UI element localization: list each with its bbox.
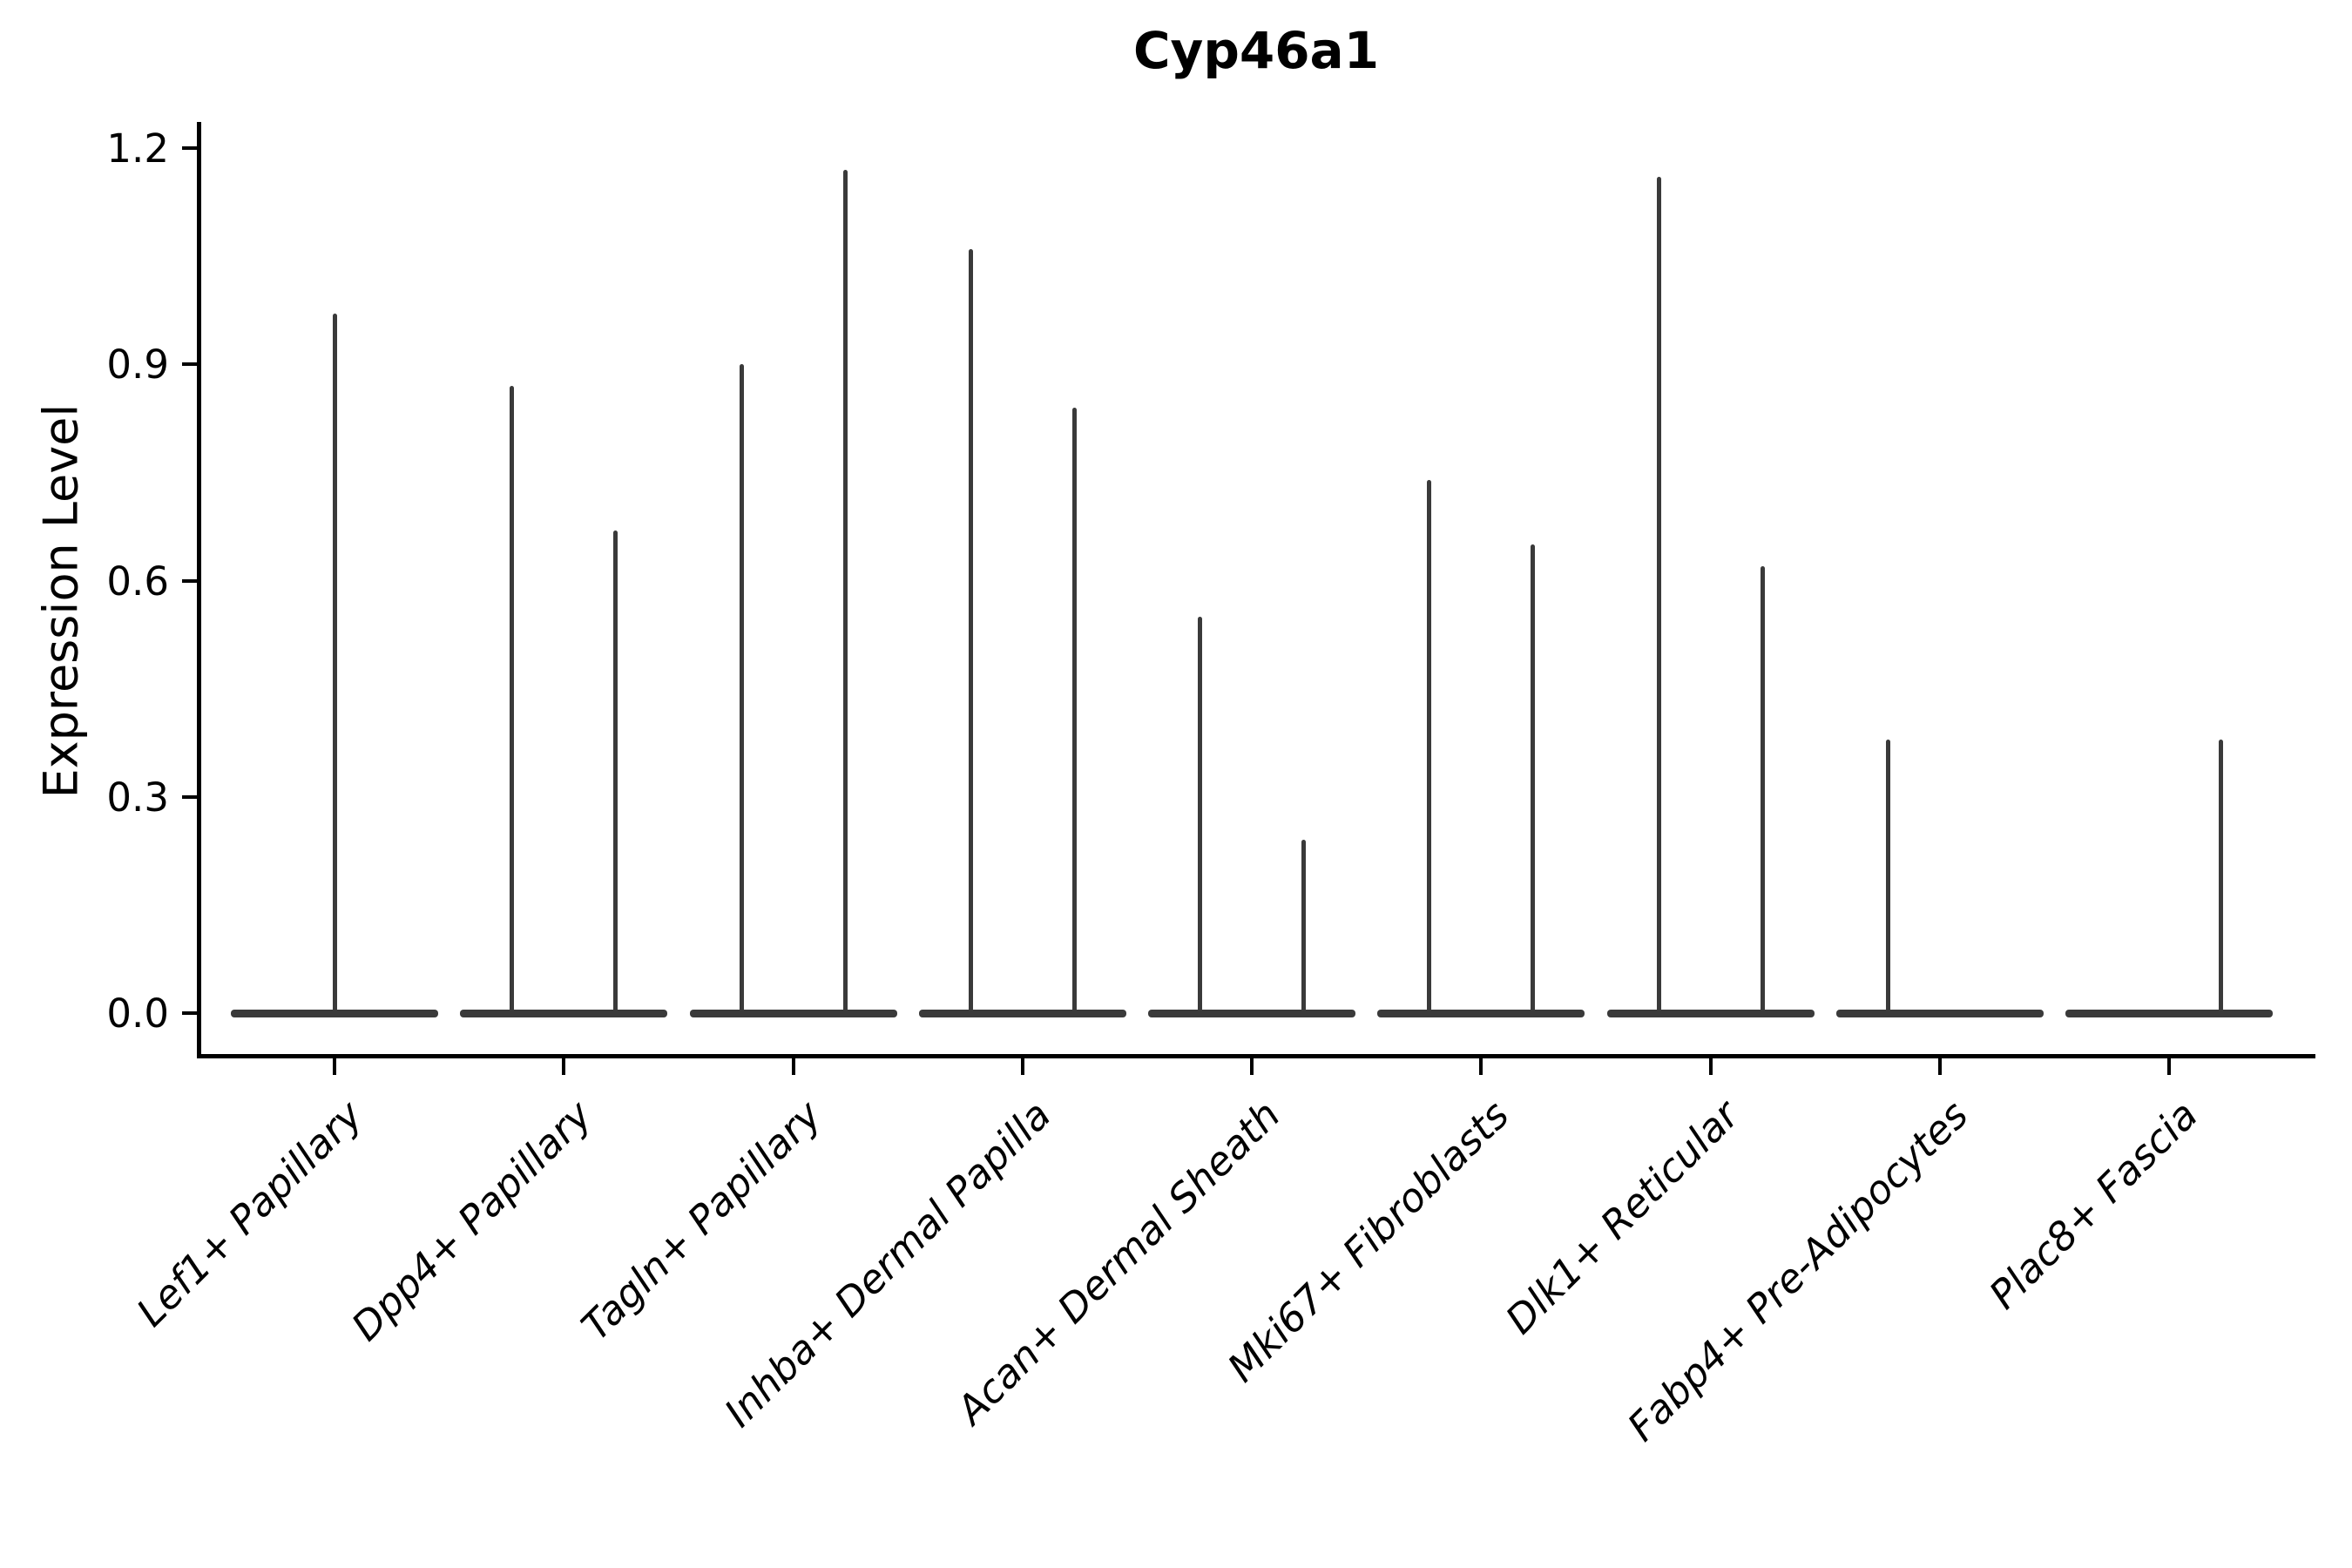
violin-spike (613, 530, 618, 1015)
x-tick-mark (791, 1058, 795, 1075)
y-tick-label: 0.9 (106, 341, 169, 389)
x-tick-mark (1937, 1058, 1942, 1075)
x-tick-mark (1708, 1058, 1713, 1075)
y-tick-mark (182, 1011, 197, 1015)
x-tick-label: Lef1+ Papillary (127, 1092, 372, 1335)
violin-base (1835, 1010, 2044, 1017)
violin-spike (2219, 739, 2223, 1015)
x-tick-mark (1250, 1058, 1254, 1075)
x-tick-label: Tagln+ Papillary (572, 1092, 831, 1350)
y-tick-label: 0.3 (106, 774, 169, 821)
violin-spike (1531, 544, 1536, 1015)
violin-spike (510, 386, 515, 1015)
y-axis-spine (197, 122, 201, 1058)
x-axis-spine (197, 1054, 2315, 1058)
x-tick-mark (562, 1058, 566, 1075)
violin-base (689, 1010, 897, 1017)
x-tick-mark (333, 1058, 336, 1075)
chart-title: Cyp46a1 (1132, 21, 1380, 80)
violin-spike (332, 314, 337, 1015)
x-tick-label: Plac8+ Fascia (1979, 1092, 2207, 1318)
y-tick-mark (182, 146, 197, 150)
y-tick-mark (182, 794, 197, 799)
violin-spike (1198, 616, 1202, 1015)
violin-base (1606, 1010, 1815, 1017)
violin-spike (1885, 739, 1890, 1015)
violin-base (460, 1010, 668, 1017)
y-tick-label: 0.6 (106, 558, 169, 605)
y-tick-label: 0.0 (106, 990, 169, 1037)
violin-base (918, 1010, 1126, 1017)
y-tick-mark (182, 362, 197, 367)
x-tick-mark (1020, 1058, 1024, 1075)
x-tick-label: Dpp4+ Papillary (342, 1092, 601, 1350)
y-tick-label: 1.2 (106, 125, 169, 172)
x-tick-label: Dlk1+ Reticular (1496, 1092, 1748, 1343)
violin-spike (1071, 407, 1077, 1015)
violin-base (1148, 1010, 1355, 1017)
y-axis-label: Expression Level (33, 403, 89, 799)
y-tick-mark (182, 578, 197, 583)
x-tick-mark (1479, 1058, 1484, 1075)
violin-spike (842, 169, 848, 1015)
violin-spike (1760, 565, 1765, 1015)
violin-spike (968, 248, 973, 1015)
violin-spike (1301, 840, 1306, 1015)
violin-spike (739, 364, 744, 1015)
x-tick-mark (2167, 1058, 2171, 1075)
violin-spike (1656, 177, 1661, 1015)
violin-base (2065, 1010, 2273, 1017)
violin-base (1377, 1010, 1585, 1017)
violin-spike (1427, 479, 1432, 1015)
